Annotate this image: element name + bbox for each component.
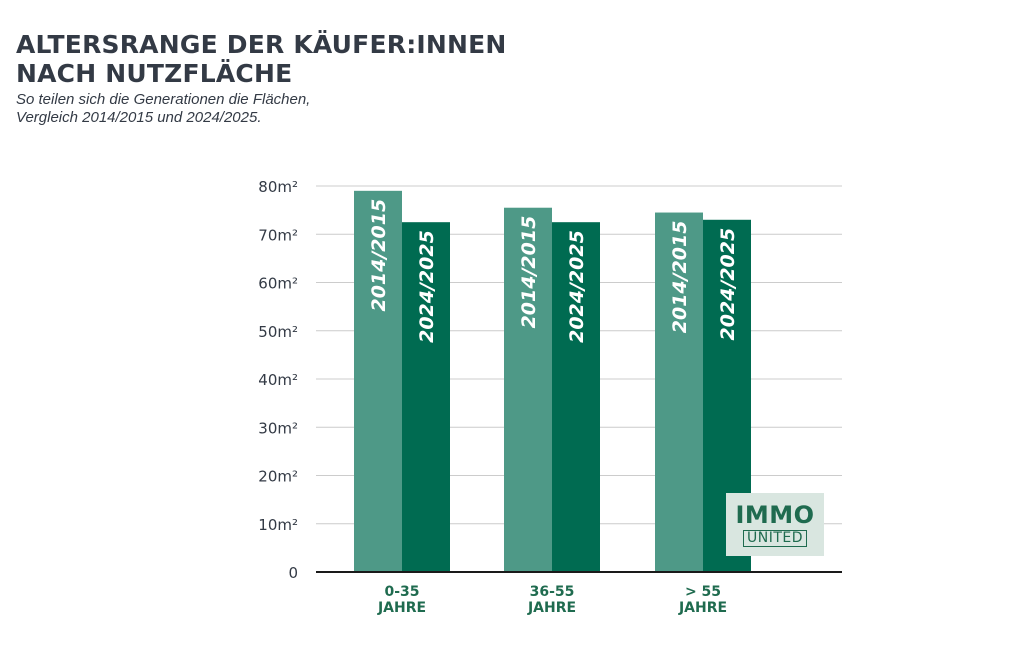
chart-subtitle: So teilen sich die Generationen die Fläc… (16, 91, 310, 127)
y-tick-label: 30m² (258, 419, 298, 437)
bar-series-label: 2014/2015 (669, 221, 691, 334)
chart-title-line-1: ALTERSRANGE DER KÄUFER:INNEN (16, 30, 507, 59)
bar (552, 222, 600, 572)
y-tick-label: 10m² (258, 516, 298, 534)
chart-subtitle-line-2: Vergleich 2014/2015 und 2024/2025. (16, 109, 262, 126)
bar-series-label: 2014/2015 (518, 216, 540, 329)
y-tick-label: 60m² (258, 275, 298, 293)
x-tick-label: JAHRE (527, 600, 576, 616)
bar (402, 222, 450, 572)
y-tick-label: 70m² (258, 226, 298, 244)
x-tick-label: 0-35 (384, 584, 419, 600)
chart-subtitle-line-1: So teilen sich die Generationen die Fläc… (16, 91, 311, 108)
logo-text-united: UNITED (742, 529, 808, 547)
y-tick-label: 0 (288, 564, 298, 582)
x-tick-label: 36-55 (530, 584, 575, 600)
logo-text-immo: IMMO (735, 500, 815, 529)
x-tick-label: JAHRE (678, 600, 727, 616)
immo-united-logo: IMMO UNITED (726, 493, 824, 556)
bar-series-label: 2024/2025 (566, 230, 588, 343)
bar (504, 207, 552, 572)
x-tick-label: > 55 (685, 584, 721, 600)
bar-series-label: 2014/2015 (368, 199, 390, 312)
y-tick-label: 80m² (258, 178, 298, 196)
y-tick-label: 40m² (258, 371, 298, 389)
chart-title-line-2: NACH NUTZFLÄCHE (16, 59, 293, 88)
chart-title: ALTERSRANGE DER KÄUFER:INNEN NACH NUTZFL… (16, 30, 507, 88)
bar (354, 190, 402, 572)
bar (655, 212, 703, 572)
bar-series-label: 2024/2025 (717, 228, 739, 341)
bar-series-label: 2024/2025 (416, 230, 438, 343)
y-tick-label: 50m² (258, 323, 298, 341)
x-tick-label: JAHRE (377, 600, 426, 616)
y-tick-label: 20m² (258, 468, 298, 486)
